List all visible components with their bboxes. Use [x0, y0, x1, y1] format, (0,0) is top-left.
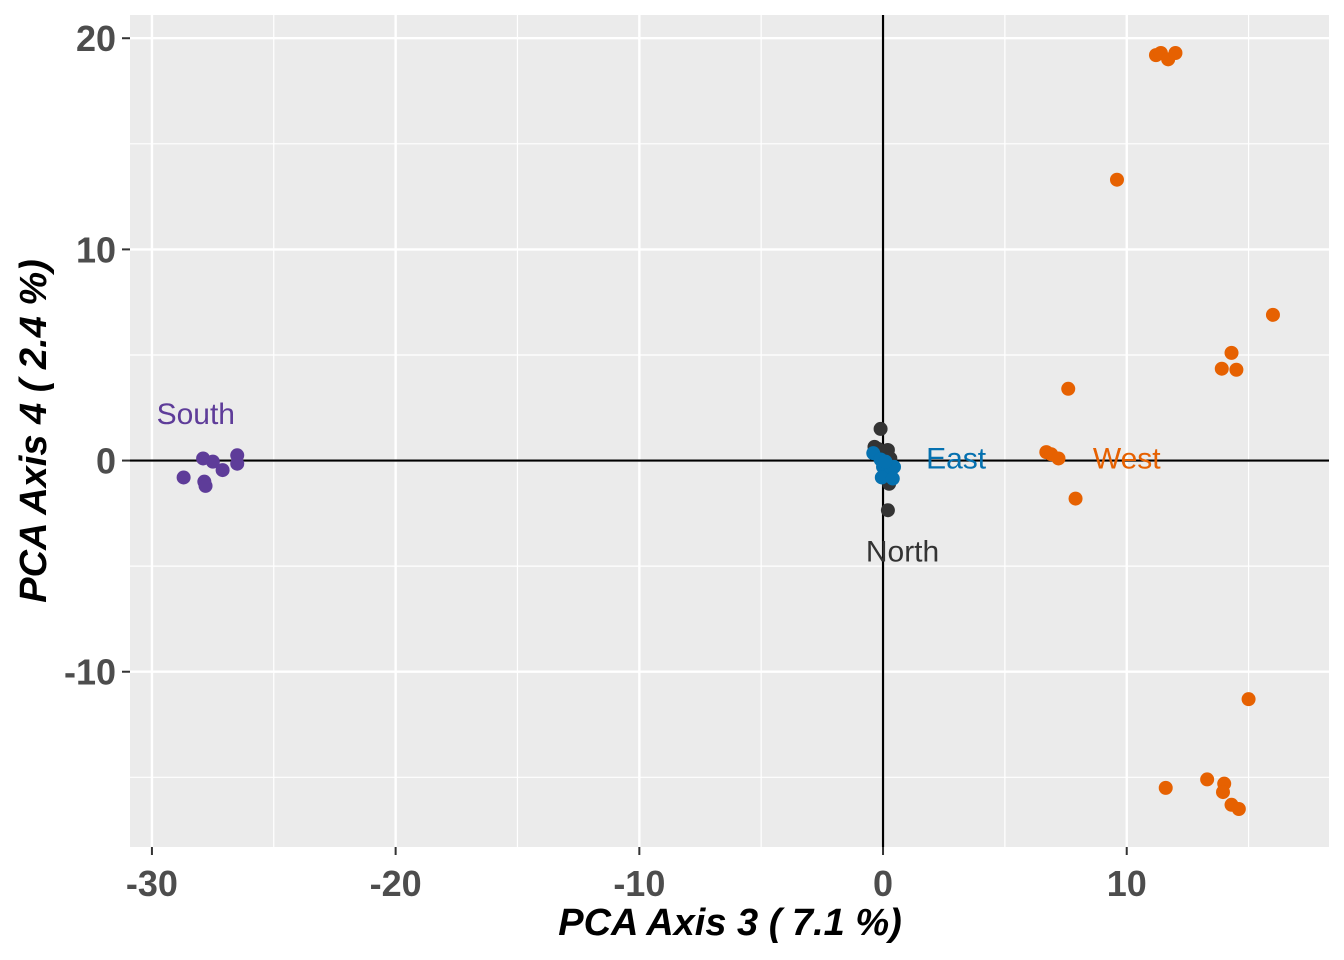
- point-west: [1158, 780, 1173, 795]
- point-south: [230, 456, 245, 471]
- point-west: [1061, 381, 1076, 396]
- point-west: [1224, 345, 1239, 360]
- group-label-south: South: [157, 398, 235, 431]
- x-tick-label: -20: [370, 863, 422, 904]
- x-axis-title: PCA Axis 3 ( 7.1 %): [558, 902, 902, 944]
- group-label-east: East: [926, 442, 987, 475]
- point-south: [215, 463, 230, 478]
- x-tick-label: 10: [1107, 863, 1147, 904]
- group-label-west: West: [1093, 442, 1161, 475]
- group-label-north: North: [866, 535, 939, 568]
- y-tick-label: -10: [64, 652, 116, 693]
- y-axis-title: PCA Axis 4 ( 2.4 %): [13, 259, 55, 603]
- minor-gridlines: [130, 15, 1329, 847]
- point-west: [1231, 801, 1246, 816]
- point-north: [880, 503, 895, 518]
- point-south: [198, 478, 213, 493]
- point-south: [176, 470, 191, 485]
- point-east: [874, 470, 889, 485]
- point-west: [1214, 361, 1229, 376]
- axis-ticks: [122, 37, 1128, 855]
- data-points: [176, 46, 1280, 816]
- point-east: [878, 454, 893, 469]
- point-west: [1109, 172, 1124, 187]
- y-tick-label: 20: [76, 18, 116, 59]
- point-south: [205, 454, 220, 469]
- tick-labels: -30 -20 -10 0 10 -10 0 10 20: [64, 18, 1147, 904]
- point-north: [873, 421, 888, 436]
- x-tick-label: -10: [613, 863, 665, 904]
- point-east: [885, 471, 900, 486]
- x-tick-label: -30: [126, 863, 178, 904]
- x-tick-label: 0: [873, 863, 893, 904]
- y-tick-label: 0: [96, 441, 116, 482]
- point-west: [1229, 362, 1244, 377]
- point-west: [1051, 451, 1066, 466]
- panel-background: [130, 15, 1329, 847]
- y-tick-label: 10: [76, 229, 116, 270]
- point-west: [1200, 772, 1215, 787]
- group-labels: South North East West: [157, 398, 1162, 568]
- point-west: [1068, 491, 1083, 506]
- point-west: [1265, 307, 1280, 322]
- point-west: [1241, 692, 1256, 707]
- point-west: [1215, 785, 1230, 800]
- point-west: [1168, 46, 1183, 61]
